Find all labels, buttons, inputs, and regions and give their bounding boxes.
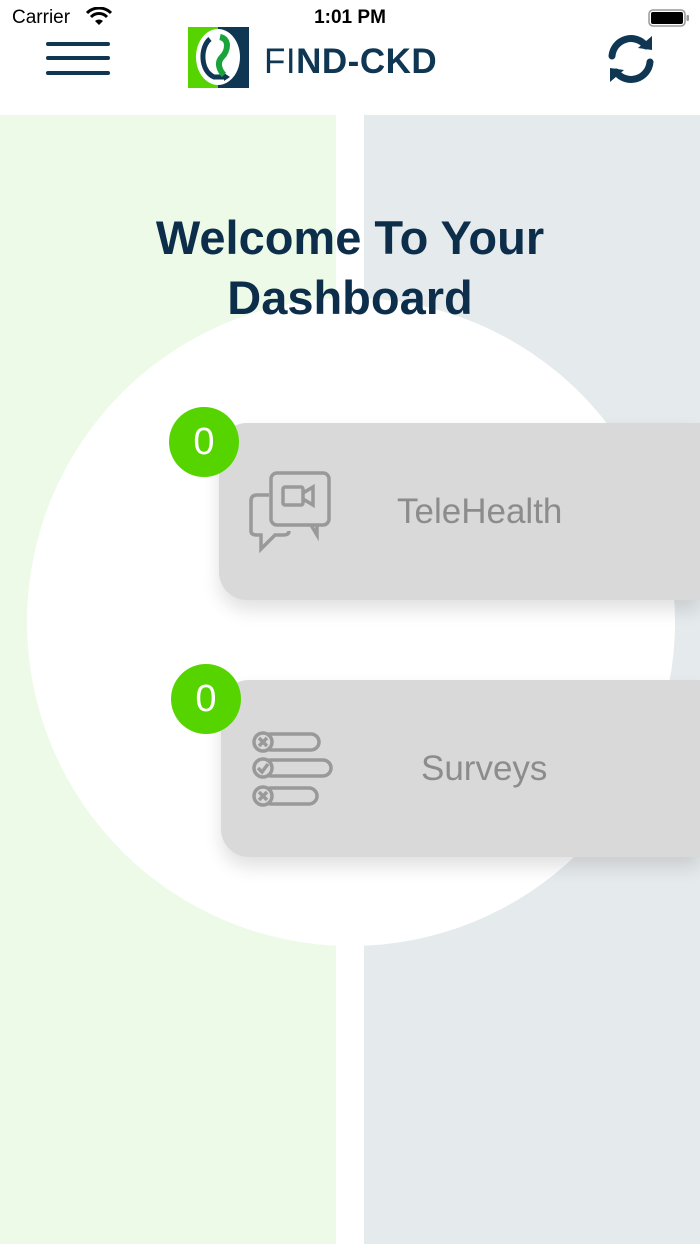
card-label: TeleHealth <box>397 492 563 531</box>
hamburger-icon[interactable] <box>46 40 110 76</box>
video-chat-icon <box>249 471 331 553</box>
battery-icon <box>648 9 689 27</box>
clock: 1:01 PM <box>314 7 386 28</box>
status-bar: Carrier 1:01 PM <box>0 0 700 36</box>
brand-suffix: ND-CKD <box>296 42 438 81</box>
carrier-label: Carrier <box>12 7 71 28</box>
brand-name: FIND-CKD <box>264 42 437 82</box>
wifi-icon <box>86 7 112 25</box>
page-title: Welcome To Your Dashboard <box>0 208 700 328</box>
refresh-icon[interactable] <box>604 32 658 86</box>
surveys-count-badge: 0 <box>171 664 241 734</box>
card-label: Surveys <box>421 749 548 788</box>
brand-prefix: FI <box>264 42 297 81</box>
app-header: FIND-CKD <box>0 27 700 115</box>
surveys-card[interactable]: Surveys <box>221 680 700 857</box>
telehealth-card[interactable]: TeleHealth <box>219 423 700 600</box>
find-ckd-logo <box>188 27 249 88</box>
title-line-2: Dashboard <box>227 271 473 324</box>
survey-list-icon <box>252 731 333 807</box>
telehealth-count-badge: 0 <box>169 407 239 477</box>
title-line-1: Welcome To Your <box>155 211 545 264</box>
